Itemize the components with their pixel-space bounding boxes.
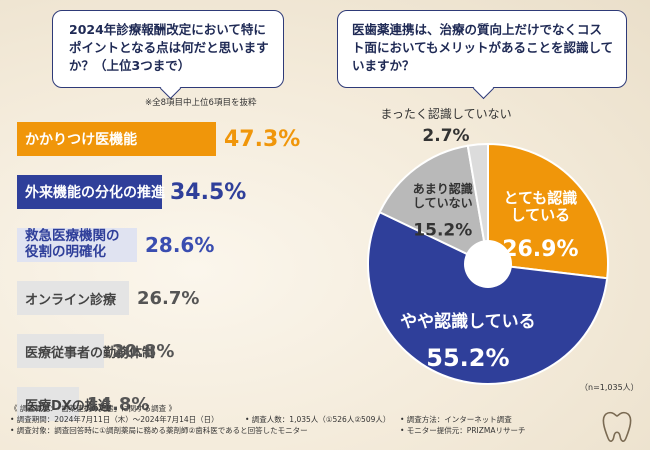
- question-2-box: 医歯薬連携は、治療の質向上だけでなくコスト面においてもメリットがあることを認識し…: [337, 10, 627, 100]
- bar-1: かかりつけ医機能: [17, 122, 216, 156]
- slice-label: やや認識している: [400, 311, 536, 332]
- bar-6: 医療DXの推進: [17, 387, 111, 421]
- bar-label: 医療従事者の勤務体制: [25, 345, 156, 361]
- bar-value-label: 34.5%: [170, 179, 247, 205]
- question-2-text: 医歯薬連携は、治療の質向上だけでなくコスト面においてもメリットがあることを認識し…: [352, 22, 614, 74]
- bar-label: 外来機能の分化の推進: [25, 185, 165, 201]
- bar-row-3: 救急医療機関の 役割の明確化 28.6%: [17, 228, 214, 262]
- bar-row-5: 医療従事者の勤務体制 20.8%: [17, 334, 174, 368]
- bar-label: かかりつけ医機能: [25, 132, 138, 148]
- bar-2: 外来機能の分化の推進: [17, 175, 165, 209]
- note-text: ※全8項目中上位6項目を抜粋: [145, 98, 257, 108]
- pie-slice-1: [487, 142, 609, 280]
- pie-slice-3: [378, 144, 490, 266]
- bar-label: 救急医療機関の 役割の明確化: [25, 228, 120, 260]
- bar-value-label: 26.7%: [137, 287, 200, 309]
- question-1-box: 2024年診療報酬改定において特にポイントとなる点は何だと思いますか？（上位3つ…: [52, 10, 284, 100]
- footer-title: 《 調査概要：「歯薬連携の実態」に関する調査 》: [10, 404, 177, 413]
- footer-method: • 調査方法：インターネット調査: [400, 414, 512, 424]
- footer-provider: • モニター提供元：PRIZMAリサーチ: [400, 425, 526, 435]
- bar-label: 医療DXの推進: [25, 398, 111, 414]
- bar-row-1: かかりつけ医機能 47.3%: [17, 122, 300, 156]
- slice-label: まったく認識していない: [380, 106, 511, 121]
- bar-value-label: 14.8%: [87, 393, 150, 415]
- bar-row-6: 医療DXの推進 14.8%: [17, 387, 149, 421]
- bar-4: オンライン診療: [17, 281, 129, 315]
- footer-people: • 調査人数：1,035人（①526人②509人）: [245, 414, 391, 424]
- question-1-text: 2024年診療報酬改定において特にポイントとなる点は何だと思いますか？（上位3つ…: [69, 22, 269, 74]
- slice-value-label: 26.9%: [502, 237, 578, 262]
- donut-hole: [464, 240, 512, 288]
- bar-3: 救急医療機関の 役割の明確化: [17, 228, 137, 262]
- tooth-logo-icon: [602, 411, 632, 442]
- bar-value-label: 28.6%: [145, 233, 215, 257]
- slice-label: していない: [413, 196, 473, 210]
- bar-row-2: 外来機能の分化の推進 34.5%: [17, 175, 246, 209]
- slice-value-label: 15.2%: [413, 220, 472, 240]
- survey-footer: 《 調査概要：「歯薬連携の実態」に関する調査 》 • 調査期間：2024年7月1…: [10, 404, 526, 437]
- bar-5: 医療従事者の勤務体制: [17, 334, 155, 368]
- slice-value-label: 2.7%: [422, 126, 469, 146]
- slice-label: あまり認識: [413, 181, 473, 196]
- slice-value-label: 55.2%: [426, 344, 509, 372]
- slice-label: とても認識: [503, 189, 577, 207]
- bar-row-4: オンライン診療 26.7%: [17, 281, 199, 315]
- bar-value-label: 47.3%: [224, 126, 301, 152]
- sample-size: （n=1,035人）: [580, 383, 639, 392]
- footer-period: • 調査期間：2024年7月11日（木）〜2024年7月14日（日）: [10, 414, 219, 424]
- footer-target: • 調査対象：調査回答時に①調剤薬局に務める薬剤師②歯科医であると回答したモニタ…: [10, 425, 308, 435]
- slice-label: している: [511, 206, 571, 224]
- bar-label: オンライン診療: [25, 292, 117, 308]
- pie-slice-2: [367, 210, 609, 385]
- bar-value-label: 20.8%: [112, 340, 175, 362]
- pie-slice-4: [466, 142, 489, 265]
